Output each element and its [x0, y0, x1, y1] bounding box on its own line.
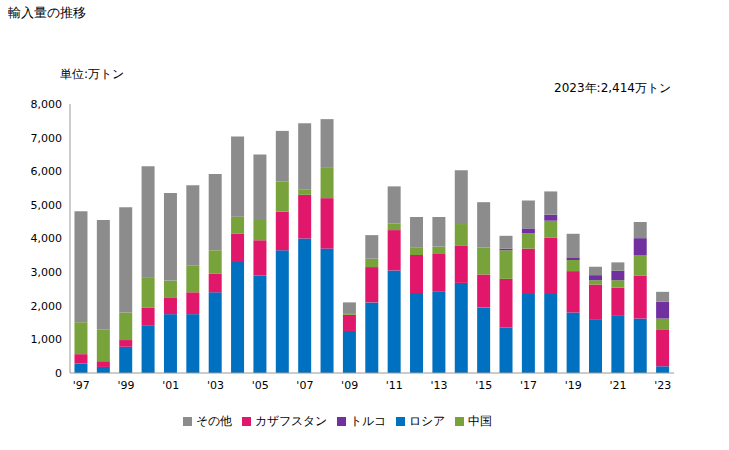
html-text:単位:万トン: 単位:万トン	[60, 67, 124, 81]
svg-text:'07: '07	[296, 379, 313, 392]
html-text:輸入量の推移: 輸入量の推移	[8, 5, 86, 20]
svg-text:'21: '21	[610, 379, 627, 392]
svg-text:3,000: 3,000	[31, 266, 63, 279]
html-text:カザフスタン: カザフスタン	[254, 414, 327, 428]
svg-text:6,000: 6,000	[31, 165, 63, 178]
svg-text:'17: '17	[520, 379, 537, 392]
html-text:その他: その他	[195, 414, 232, 428]
svg-text:'05: '05	[252, 379, 269, 392]
svg-text:0: 0	[55, 367, 62, 380]
svg-text:2,000: 2,000	[31, 300, 63, 313]
svg-text:'99: '99	[117, 379, 134, 392]
svg-text:'13: '13	[431, 379, 448, 392]
svg-text:'19: '19	[565, 379, 582, 392]
svg-text:'03: '03	[207, 379, 224, 392]
svg-text:8,000: 8,000	[31, 98, 63, 111]
html-text:ロシア: ロシア	[408, 414, 445, 428]
svg-text:4,000: 4,000	[31, 232, 63, 245]
svg-text:'01: '01	[162, 379, 179, 392]
html-text:トルコ: トルコ	[349, 414, 386, 428]
svg-text:'11: '11	[386, 379, 403, 392]
html-text:中国: 中国	[467, 414, 492, 428]
svg-text:'09: '09	[341, 379, 358, 392]
svg-text:'23: '23	[654, 379, 671, 392]
svg-text:5,000: 5,000	[31, 199, 63, 212]
svg-text:7,000: 7,000	[31, 132, 63, 145]
svg-text:1,000: 1,000	[31, 333, 63, 346]
svg-text:'15: '15	[475, 379, 492, 392]
svg-text:'97: '97	[73, 379, 90, 392]
html-text:2023年:2,414万トン: 2023年:2,414万トン	[554, 81, 671, 95]
